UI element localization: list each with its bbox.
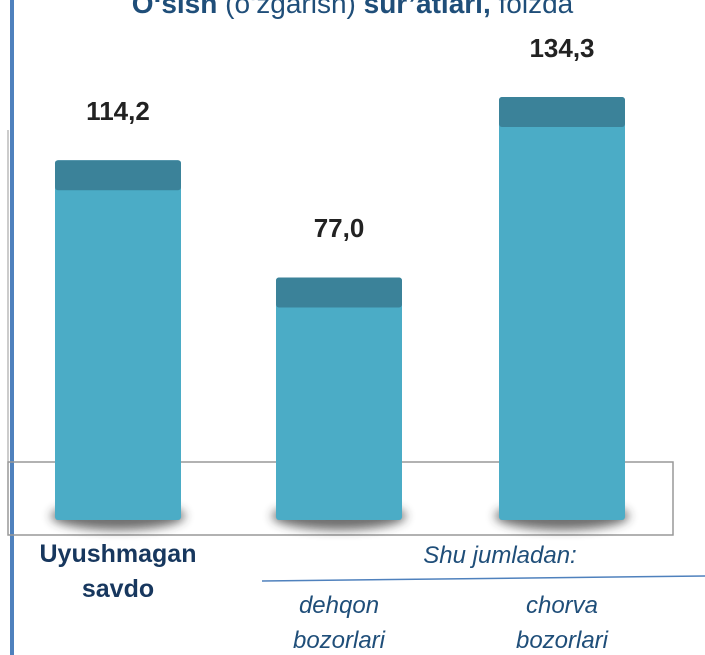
x-tick-label: Uyushmagan savdo xyxy=(39,540,197,603)
group-label: Shu jumladan: xyxy=(423,542,577,569)
title-part: foizda xyxy=(490,0,574,19)
group-rule xyxy=(261,575,705,582)
bar-cap xyxy=(55,160,181,191)
bar-cap xyxy=(276,277,402,308)
x-tick-label: chorva bozorlari xyxy=(515,592,609,654)
bar xyxy=(55,160,181,520)
bar-cap xyxy=(499,96,625,127)
title-part: sur’atlari, xyxy=(363,0,491,19)
bar xyxy=(499,96,625,520)
bar xyxy=(276,277,402,520)
chart-title: O‘sish (o‘zgarish) sur’atlari, foizda xyxy=(0,0,705,21)
x-tick-label: dehqon bozorlari xyxy=(292,592,386,654)
value-label: 114,2 xyxy=(86,96,150,127)
value-label: 77,0 xyxy=(313,213,365,244)
title-part: (o‘zgarish) xyxy=(217,0,364,19)
value-label: 134,3 xyxy=(529,32,595,63)
title-part: O‘sish xyxy=(131,0,218,19)
